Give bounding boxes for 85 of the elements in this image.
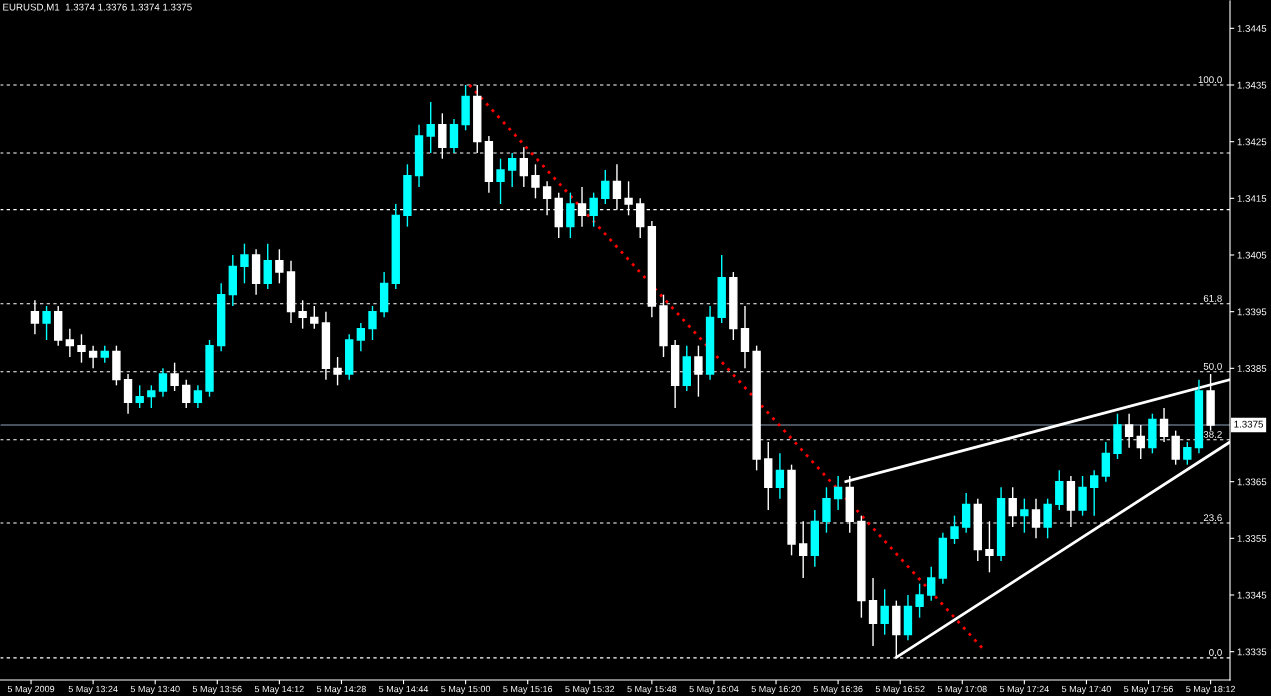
candlestick (740, 305, 750, 370)
y-tick-label: 1.3335 (1237, 648, 1267, 656)
x-tick-label: 5 May 14:44 (379, 685, 429, 694)
x-tick-label: 5 May 14:28 (316, 685, 366, 694)
candlestick (88, 344, 98, 370)
candlestick (275, 248, 284, 285)
annotation: 23.6 (1203, 514, 1222, 522)
candlestick (961, 492, 971, 534)
y-tick-label: 1.3435 (1237, 81, 1267, 89)
annotation: 50.0 (1203, 362, 1222, 370)
candlestick (1090, 469, 1099, 517)
x-tick-label: 5 May 17:08 (937, 685, 987, 694)
x-tick-label: 5 May 17:40 (1061, 685, 1111, 694)
candlestick (1078, 475, 1087, 517)
y-tick-label: 1.3355 (1237, 535, 1267, 542)
y-tick-label: 1.3395 (1237, 308, 1267, 316)
x-tick-label: 5 May 15:00 (441, 685, 491, 694)
annotation: 61.8 (1203, 294, 1222, 302)
candlestick (927, 565, 936, 602)
candlestick (368, 305, 377, 341)
x-tick-label: 5 May 16:52 (875, 685, 925, 694)
candlestick (182, 378, 191, 409)
candlestick (822, 486, 831, 534)
x-tick-label: 5 May 16:36 (813, 685, 863, 694)
candlestick (158, 367, 168, 398)
chart-title: EURUSD,M1 1.3374 1.3376 1.3374 1.3375 (3, 3, 192, 12)
x-tick-label: 5 May 18:12 (1186, 685, 1235, 694)
candlestick (135, 384, 144, 409)
candlestick (1020, 497, 1029, 534)
x-tick-label: 5 May 13:40 (130, 685, 180, 694)
x-tick-label: 5 May 16:04 (689, 685, 739, 694)
candlestick (1055, 469, 1064, 511)
annotation: 0.0 (1209, 649, 1222, 656)
candlestick (42, 305, 51, 341)
candlestick (880, 588, 889, 636)
x-tick-label: 5 May 13:24 (68, 685, 118, 694)
candlestick (833, 475, 843, 511)
y-tick-label: 1.3345 (1237, 591, 1267, 599)
candlestick (566, 191, 575, 239)
y-tick-label: 1.3425 (1237, 138, 1267, 146)
x-tick-label: 5 May 15:48 (627, 685, 677, 694)
candlestick (589, 191, 598, 228)
candlestick (193, 384, 203, 409)
candlestick (1124, 412, 1134, 449)
candlestick (263, 242, 272, 290)
candlestick (240, 242, 249, 285)
candlestick (507, 152, 517, 188)
y-tick-label: 1.3365 (1237, 478, 1267, 486)
x-tick-label: 5 May 17:24 (999, 685, 1049, 694)
candlestick (449, 118, 459, 154)
candlestick (426, 101, 435, 154)
y-tick-label: 1.3405 (1237, 251, 1267, 259)
candlestick (310, 305, 319, 330)
x-tick-label: 5 May 14:12 (254, 685, 304, 694)
candlestick (30, 299, 40, 336)
y-tick-label: 1.3445 (1237, 25, 1267, 32)
y-tick-label: 1.3415 (1237, 195, 1267, 202)
candlestick (601, 169, 610, 205)
candlestick (356, 322, 366, 353)
y-tick-label: 1.3385 (1237, 365, 1267, 372)
candlestick (65, 327, 75, 358)
candlestick (1043, 497, 1052, 540)
candlestick (1183, 441, 1192, 466)
x-tick-label: 5 May 15:16 (503, 685, 553, 694)
x-tick-label: 5 May 17:56 (1124, 685, 1173, 694)
candlestick (1031, 497, 1041, 540)
candlestick (147, 384, 156, 409)
x-tick-label: 5 May 13:56 (192, 685, 242, 694)
candlestick (868, 577, 878, 647)
candlestick (798, 520, 808, 579)
candlestick (496, 157, 505, 205)
candlestick (775, 452, 785, 500)
candlestick (77, 333, 86, 364)
annotation: 38.2 (1203, 430, 1222, 438)
candlestick (123, 373, 133, 415)
candlestick (1101, 441, 1111, 483)
x-tick-label: 5 May 15:32 (565, 685, 615, 694)
annotation: 100.0 (1198, 76, 1222, 84)
x-tick-label: 5 May 16:20 (751, 685, 801, 694)
candlestick (1136, 424, 1145, 460)
candlestick (531, 163, 540, 200)
candlestick (950, 514, 959, 545)
candlestick (915, 582, 924, 619)
ref-line-label: 1.3375 (1234, 420, 1264, 428)
x-tick-label: 5 May 2009 (7, 685, 55, 694)
